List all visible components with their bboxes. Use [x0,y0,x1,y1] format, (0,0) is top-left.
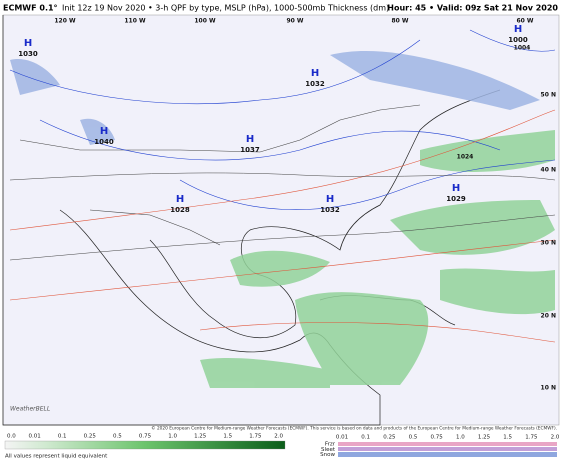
longitude-label: 90 W [286,18,303,25]
high-symbol: H [176,194,184,205]
high-symbol: H [100,126,108,137]
high-symbol: H [24,38,32,49]
qpf-tick-label: 0.75 [139,434,152,440]
high-symbol: H [246,134,254,145]
ptype-label: Frzr [325,442,336,448]
high-symbol: H [311,68,319,79]
east-coast [249,89,501,251]
model-name: ECMWF 0.1° [3,4,58,13]
longitude-label: 60 W [516,18,533,25]
ptype-tick-label: 1.25 [478,435,491,441]
high-pressure: 1037 [240,146,260,154]
longitude-label: 80 W [391,18,408,25]
frzr-colorbar [338,442,557,446]
ptype-tick-label: 1.75 [525,435,538,441]
isobar-label: 1004 [514,45,531,52]
high-pressure: 1028 [170,206,190,214]
ptype-tick-label: 1.0 [456,435,465,441]
snow-colorbar [338,452,557,457]
high-pressure: 1000 [508,36,528,44]
border [89,209,221,246]
latitude-label: 20 N [541,313,556,320]
ptype-tick-label: 0.5 [409,435,418,441]
isobars [9,29,556,210]
qpf-tick-label: 0.25 [84,434,97,440]
qpf-tick-label: 0.1 [58,434,67,440]
high-symbol: H [514,24,522,35]
high-pressure: 1032 [305,80,325,88]
copyright: © 2020 European Centre for Medium-range … [151,425,557,432]
ptype-tick-label: 1.5 [503,435,512,441]
ptype-label: Sleet [321,447,336,453]
high-symbol: H [452,183,460,194]
high-symbol: H [326,194,334,205]
legend-note: All values represent liquid equivalent [5,454,108,460]
contours [9,172,556,261]
qpf-tick-label: 1.75 [249,434,262,440]
latitude-label: 40 N [541,167,556,174]
ptype-tick-label: 2.0 [551,435,560,441]
latitude-label: 50 N [541,92,556,99]
ptype-tick-label: 0.01 [336,435,348,441]
rain-areas [200,130,555,388]
run-info: Init 12z 19 Nov 2020 • 3-h QPF by type, … [62,4,389,13]
high-pressure: 1030 [18,50,38,58]
valid-time: Hour: 45 • Valid: 09z Sat 21 Nov 2020 [387,4,558,13]
isobar-label: 1024 [457,154,474,161]
longitude-label: 100 W [194,18,216,25]
thickness-lines [9,109,556,343]
longitude-label: 120 W [54,18,76,25]
qpf-tick-label: 0.5 [113,434,122,440]
high-pressure: 1040 [94,138,114,146]
snow-areas [10,50,540,145]
ptype-tick-label: 0.25 [383,435,396,441]
logo: WeatherBELL [10,406,50,413]
latitude-label: 10 N [541,385,556,392]
sleet-colorbar [338,447,557,451]
ptype-tick-label: 0.1 [361,435,370,441]
border [19,104,421,153]
qpf-tick-label: 1.25 [194,434,207,440]
qpf-tick-label: 0.01 [28,434,40,440]
ptype-label: Snow [320,452,335,458]
ptype-tick-label: 0.75 [431,435,444,441]
qpf-tick-label: 2.0 [274,434,283,440]
latitude-label: 30 N [541,240,556,247]
map [2,14,560,426]
qpf-tick-label: 0.0 [7,434,16,440]
qpf-tick-label: 1.0 [168,434,177,440]
longitude-label: 110 W [124,18,146,25]
qpf-tick-label: 1.5 [223,434,232,440]
high-pressure: 1032 [320,206,340,214]
high-pressure: 1029 [446,195,466,203]
qpf-colorbar [4,440,286,450]
